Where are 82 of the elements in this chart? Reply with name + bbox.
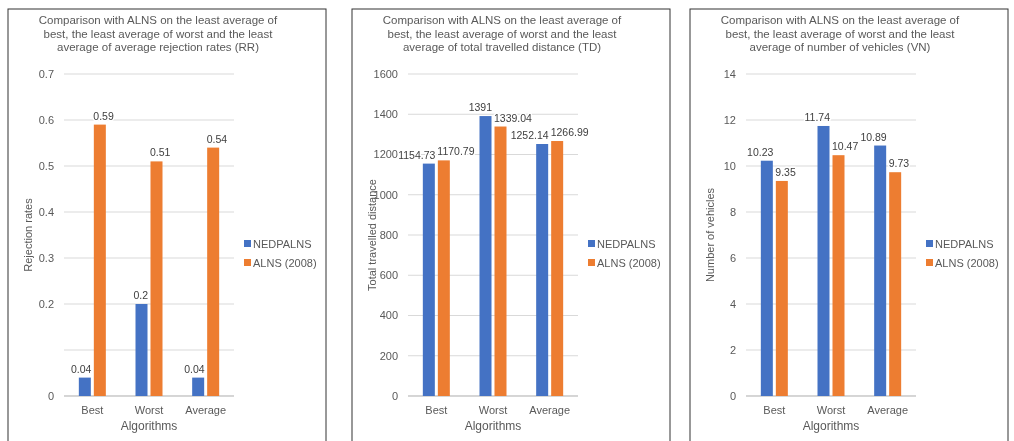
y-tick-label: 0.3 [38, 251, 54, 264]
y-tick-label: 4 [729, 297, 736, 310]
data-label: 11.74 [804, 110, 831, 123]
bar [479, 116, 492, 396]
chart-title: Comparison with ALNS on the least average of best, the least average of worst and the least average of number of vehicles (VN) [720, 14, 961, 53]
data-label: 0.54 [206, 132, 228, 145]
data-label: 1266.99 [550, 126, 589, 139]
legend-label: ALNS (2008) [935, 256, 999, 269]
bar [536, 144, 549, 396]
y-tick-label: 14 [723, 67, 736, 80]
bar [889, 172, 902, 396]
x-axis-title: Algorithms [464, 419, 522, 433]
y-tick-label: 2 [729, 343, 736, 356]
x-axis-title: Algorithms [120, 419, 178, 433]
x-tick-label: Best [425, 404, 448, 416]
data-label: 0.59 [93, 109, 114, 122]
legend-label: NEDPALNS [597, 237, 656, 250]
y-tick-label: 6 [729, 251, 736, 264]
y-tick-label: 0.5 [38, 159, 54, 172]
bar [150, 161, 163, 396]
y-tick-label: 0 [729, 389, 736, 402]
data-label: 10.89 [860, 130, 887, 143]
bar [422, 163, 435, 396]
y-tick-label: 0.6 [38, 113, 54, 126]
legend-label: ALNS (2008) [253, 256, 317, 269]
bar [192, 377, 205, 396]
bar [135, 304, 148, 396]
y-tick-label: 0.7 [38, 67, 54, 80]
x-tick-label: Average [867, 404, 909, 416]
bar [437, 160, 450, 396]
data-label: 0.04 [70, 362, 92, 375]
x-tick-label: Worst [134, 404, 164, 416]
x-tick-label: Average [185, 404, 227, 416]
data-label: 0.2 [133, 289, 149, 301]
y-tick-label: 1400 [373, 108, 398, 121]
data-label: 0.04 [184, 362, 205, 375]
y-tick-label: 1200 [373, 148, 398, 161]
y-tick-label: 12 [723, 113, 736, 126]
y-tick-label: 0 [47, 389, 54, 402]
bar [760, 160, 773, 396]
x-tick-label: Worst [478, 404, 508, 416]
y-tick-label: 800 [379, 228, 398, 241]
y-tick-label: 0.2 [38, 297, 54, 310]
data-label: 1170.79 [437, 145, 475, 158]
chart-title: Comparison with ALNS on the least average of best, the least average of worst and the least average of average rejection rates (RR) [38, 14, 279, 53]
bar [775, 180, 788, 396]
bar [78, 377, 91, 396]
y-tick-label: 200 [379, 349, 398, 362]
y-tick-label: 0.4 [38, 205, 54, 218]
y-axis-title: Rejection rates [22, 197, 34, 272]
bar [93, 124, 106, 396]
legend-label: NEDPALNS [935, 237, 994, 250]
data-label: 0.51 [150, 146, 171, 159]
data-label: 1154.73 [398, 148, 436, 161]
chart-title: Comparison with ALNS on the least average of best, the least average of worst and the least average of total travelled distance (TD) [382, 14, 623, 53]
y-tick-label: 1600 [373, 67, 398, 80]
bar [817, 125, 830, 396]
data-label: 10.23 [747, 145, 774, 158]
data-label: 1339.04 [494, 111, 533, 124]
bar [874, 145, 887, 396]
bar [207, 147, 220, 396]
x-tick-label: Worst [816, 404, 846, 416]
y-axis-title: Number of vehicles [704, 187, 716, 283]
bar [832, 155, 845, 396]
legend-label: NEDPALNS [253, 237, 312, 250]
bar [494, 126, 507, 396]
y-tick-label: 10 [723, 159, 736, 172]
y-tick-label: 8 [729, 205, 736, 218]
y-tick-label: 0 [391, 389, 398, 402]
y-tick-label: 600 [379, 269, 398, 282]
y-tick-label: 400 [379, 309, 398, 322]
x-tick-label: Best [81, 404, 104, 416]
data-label: 9.73 [888, 157, 910, 170]
x-tick-label: Best [763, 404, 786, 416]
x-axis-title: Algorithms [802, 419, 860, 433]
data-label: 1391 [468, 101, 493, 114]
legend-label: ALNS (2008) [597, 256, 661, 269]
data-label: 1252.14 [510, 129, 549, 142]
data-label: 9.35 [775, 165, 796, 178]
x-tick-label: Average [529, 404, 571, 416]
bar [551, 141, 564, 396]
data-label: 10.47 [832, 140, 859, 153]
